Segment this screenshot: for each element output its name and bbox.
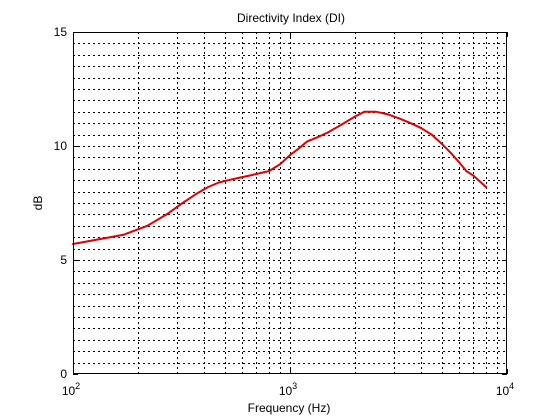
y-tick-label: 10 [54, 139, 68, 153]
y-tick-label: 5 [60, 253, 67, 267]
y-axis-title: dB [31, 196, 45, 211]
x-tick-labels: 102 103 104 [62, 381, 514, 398]
chart-title: Directivity Index (DI) [237, 11, 345, 25]
x-axis-title: Frequency (Hz) [248, 401, 331, 415]
series-group [72, 110, 487, 245]
x-tick-label: 103 [279, 381, 297, 398]
x-tick-label: 104 [496, 381, 514, 398]
y-tick-label: 15 [54, 25, 68, 39]
y-tick-label: 0 [60, 367, 67, 381]
y-tick-labels: 0 5 10 15 [54, 25, 68, 381]
grid [73, 32, 507, 374]
x-tick-label: 102 [62, 381, 80, 398]
series-line-1 [72, 110, 487, 245]
axes-frame [73, 32, 508, 375]
